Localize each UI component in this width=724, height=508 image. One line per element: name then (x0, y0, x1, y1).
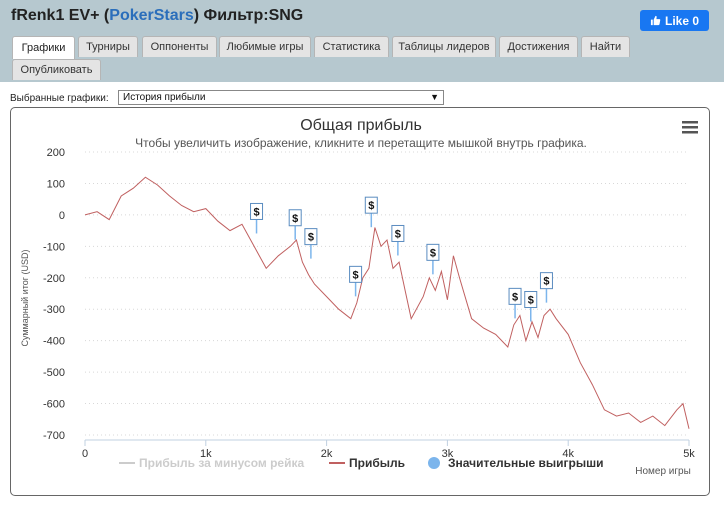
big-win-marker[interactable]: $ (524, 291, 538, 322)
big-win-marker[interactable]: $ (250, 202, 264, 234)
player-name: fRenk1 EV+ ( (11, 7, 110, 24)
chart-selector-value: История прибыли (123, 92, 206, 103)
x-tick-label: 2k (321, 448, 333, 460)
header-bar: fRenk1 EV+ (PokerStars) Фильтр:SNG Like … (0, 0, 724, 82)
y-tick-label: -200 (43, 273, 65, 285)
tab-statistics[interactable]: Статистика (314, 36, 389, 57)
big-win-marker-label: $ (308, 232, 314, 244)
big-win-marker-label: $ (430, 247, 436, 259)
big-win-marker-label: $ (543, 276, 549, 288)
tab-favorite-games[interactable]: Любимые игры (219, 36, 311, 57)
big-win-marker[interactable]: $ (304, 228, 318, 259)
x-tick-label: 5k (683, 448, 695, 460)
y-tick-label: -500 (43, 367, 65, 379)
big-win-marker-label: $ (253, 206, 259, 218)
tab-achievements[interactable]: Достижения (499, 36, 578, 57)
y-tick-label: -600 (43, 399, 65, 411)
y-tick-label: -400 (43, 336, 65, 348)
big-win-marker[interactable]: $ (349, 265, 363, 297)
chart-selector-dropdown[interactable]: История прибыли ▼ (118, 90, 444, 105)
chart-selector-label: Выбранные графики: (10, 93, 109, 104)
site-link[interactable]: PokerStars (109, 7, 194, 24)
page-title: fRenk1 EV+ (PokerStars) Фильтр:SNG (11, 7, 303, 25)
x-axis-label: Номер игры (635, 466, 691, 477)
big-win-marker[interactable]: $ (288, 209, 302, 240)
big-win-marker-label: $ (395, 228, 401, 240)
big-win-marker-label: $ (512, 291, 518, 303)
legend-label: Прибыль (349, 456, 405, 470)
big-win-marker[interactable]: $ (508, 287, 522, 319)
big-win-marker[interactable]: $ (539, 272, 553, 303)
legend-item[interactable]: Прибыль за минусом рейка (119, 456, 304, 470)
big-win-marker-label: $ (368, 200, 374, 212)
thumbs-up-icon (650, 15, 661, 26)
y-tick-label: -100 (43, 241, 65, 253)
tab-publish[interactable]: Опубликовать (12, 59, 101, 80)
filter-label: ) Фильтр:SNG (193, 7, 304, 24)
y-axis-label: Суммарный итог (USD) (20, 249, 30, 346)
tab-leaderboards[interactable]: Таблицы лидеров (392, 36, 496, 57)
legend-item[interactable]: Значительные выигрыши (428, 456, 604, 470)
legend-label: Значительные выигрыши (448, 456, 604, 470)
y-tick-label: 200 (47, 147, 65, 159)
legend-symbol (428, 457, 440, 469)
profit-chart[interactable]: Общая прибыль Чтобы увеличить изображени… (11, 108, 709, 495)
y-tick-label: 100 (47, 178, 65, 190)
facebook-like-button[interactable]: Like 0 (640, 10, 709, 31)
dropdown-arrow-icon: ▼ (430, 92, 439, 102)
x-tick-label: 3k (442, 448, 454, 460)
y-tick-label: -300 (43, 304, 65, 316)
big-win-marker-label: $ (528, 295, 534, 307)
tab-charts[interactable]: Графики (12, 36, 75, 59)
big-win-marker-label: $ (353, 269, 359, 281)
chart-panel[interactable]: Общая прибыль Чтобы увеличить изображени… (10, 107, 710, 496)
legend-label: Прибыль за минусом рейка (139, 456, 304, 470)
chart-title: Общая прибыль (300, 117, 422, 134)
big-win-marker[interactable]: $ (426, 243, 440, 275)
profit-series-line (84, 176, 690, 429)
big-win-marker-label: $ (292, 213, 298, 225)
tab-search[interactable]: Найти (581, 36, 630, 57)
big-win-marker[interactable]: $ (391, 224, 405, 256)
x-tick-label: 0 (82, 448, 88, 460)
chart-menu-icon[interactable] (682, 121, 698, 134)
tab-tournaments[interactable]: Турниры (78, 36, 138, 57)
x-tick-label: 4k (562, 448, 574, 460)
x-tick-label: 1k (200, 448, 212, 460)
legend-item[interactable]: Прибыль (329, 456, 405, 470)
tab-opponents[interactable]: Оппоненты (142, 36, 217, 57)
main-content: Выбранные графики: История прибыли ▼ Общ… (0, 82, 724, 508)
like-label: Like 0 (664, 13, 700, 28)
big-win-marker[interactable]: $ (364, 196, 378, 228)
chart-subtitle: Чтобы увеличить изображение, кликните и … (135, 136, 587, 150)
y-tick-label: -700 (43, 430, 65, 442)
y-tick-label: 0 (59, 210, 65, 222)
